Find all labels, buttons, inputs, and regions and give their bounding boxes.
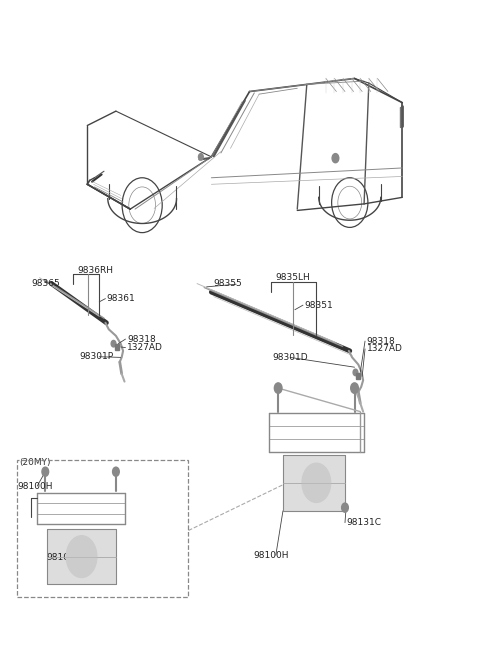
- Text: 1327AD: 1327AD: [127, 343, 163, 352]
- Circle shape: [66, 536, 97, 577]
- Circle shape: [113, 467, 119, 476]
- Circle shape: [275, 383, 282, 394]
- Circle shape: [342, 503, 348, 512]
- Circle shape: [199, 154, 203, 160]
- Text: 98301D: 98301D: [272, 353, 308, 362]
- Circle shape: [332, 154, 339, 163]
- Text: 98100H: 98100H: [253, 551, 289, 560]
- Text: 98131C: 98131C: [347, 518, 382, 527]
- Bar: [356, 373, 360, 379]
- Text: 9836RH: 9836RH: [78, 266, 114, 275]
- Text: 98365: 98365: [32, 279, 60, 288]
- Bar: [283, 455, 345, 511]
- Text: (20MY): (20MY): [20, 458, 51, 467]
- Bar: [115, 344, 119, 350]
- Text: 98355: 98355: [214, 279, 242, 288]
- Text: 1327AD: 1327AD: [366, 344, 402, 354]
- Text: 98318: 98318: [366, 337, 395, 346]
- Circle shape: [351, 383, 359, 394]
- Text: 98100H: 98100H: [17, 482, 53, 491]
- Text: 9835LH: 9835LH: [276, 272, 311, 281]
- Circle shape: [42, 467, 48, 476]
- Text: 98301P: 98301P: [79, 352, 113, 361]
- Text: 98318: 98318: [127, 335, 156, 344]
- Circle shape: [302, 463, 331, 502]
- Text: 98100: 98100: [47, 554, 75, 562]
- Text: 98361: 98361: [107, 294, 135, 303]
- Circle shape: [111, 340, 116, 347]
- Circle shape: [353, 369, 358, 376]
- Bar: [47, 529, 116, 584]
- Text: 98351: 98351: [304, 300, 333, 310]
- Bar: [17, 460, 189, 597]
